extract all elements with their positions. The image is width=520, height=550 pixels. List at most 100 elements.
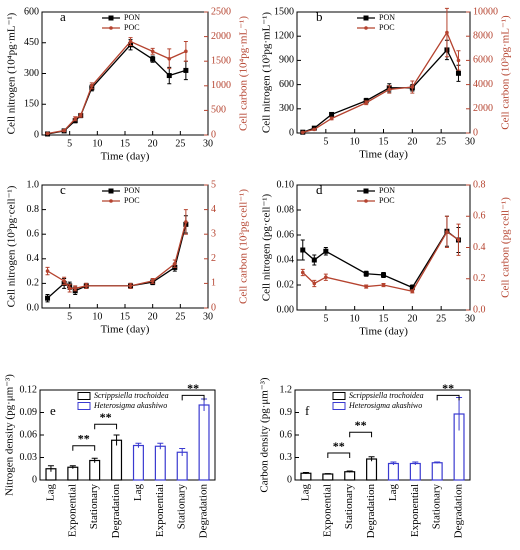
point [312, 281, 317, 286]
panel: e 0 0.03 0.06 0.09 0.12 Nitrogen density (pg·μ… [4, 374, 216, 538]
significance-bracket [72, 445, 96, 451]
x-tick-label: 10 [92, 138, 102, 149]
y-tick-label: 0.9 [280, 407, 293, 418]
legend-label: PON [124, 186, 140, 195]
x-tick-label: Lag [299, 484, 311, 502]
legend-marker [109, 26, 113, 30]
point [62, 279, 66, 283]
point [311, 257, 317, 263]
y-tick-label: 0.12 [20, 384, 38, 395]
legend-label: PON [379, 13, 395, 22]
legend-marker [108, 188, 114, 194]
x-axis-label: Time (day) [101, 151, 150, 163]
y2-tick-label: 0 [211, 302, 216, 313]
significance-bracket [181, 394, 205, 401]
point [364, 284, 369, 289]
point [329, 111, 335, 117]
y2-tick-label: 4 [211, 204, 216, 215]
legend-label: POC [379, 196, 395, 205]
series-line [302, 230, 459, 292]
significance-bracket [436, 394, 460, 401]
x-tick-label: Lag [387, 484, 399, 502]
y-tick-label: 0 [32, 474, 37, 485]
legend-label: PON [379, 186, 395, 195]
error-bar [434, 461, 441, 464]
point [150, 49, 155, 54]
y-tick-label: 600 [279, 79, 294, 90]
panel: c 0.0 0.2 0.4 0.6 0.8 1.0 Cell nitrogen (10³pg·… [6, 179, 250, 335]
y-tick-label: 0.03 [20, 452, 38, 463]
x-tick-label: 30 [465, 313, 475, 324]
point [73, 286, 77, 291]
legend-marker [109, 199, 113, 203]
y-tick-label: 0.06 [20, 429, 38, 440]
x-tick-label: 15 [379, 313, 389, 324]
point [300, 130, 305, 135]
x-tick-label: Exponential [409, 484, 421, 537]
point [300, 270, 305, 275]
y-tick-label: 450 [24, 37, 39, 48]
x-tick-label: 5 [67, 311, 72, 322]
y-tick-label: 0.0 [27, 302, 40, 313]
x-tick-label: 10 [350, 313, 360, 324]
point [364, 100, 369, 105]
legend-label: POC [124, 196, 140, 205]
y-tick-label: 1500 [274, 6, 294, 17]
point [456, 58, 461, 63]
point [410, 289, 415, 294]
error-bar [47, 465, 54, 472]
error-bar [179, 448, 186, 456]
legend-marker [363, 188, 369, 194]
y2-tick-label: 0.4 [473, 242, 486, 253]
y2-axis-label: Cell carbon (10³pg·cell⁻¹) [238, 189, 250, 304]
x-tick-label: 20 [407, 136, 417, 147]
point [73, 116, 77, 121]
point [312, 127, 317, 132]
x-tick-label: Exponential [321, 484, 333, 537]
bar [409, 462, 421, 481]
panel-letter: d [316, 182, 323, 197]
bar [366, 458, 378, 481]
point [67, 286, 72, 291]
significance-label: ** [355, 418, 367, 432]
x-axis-label: Time (day) [101, 324, 150, 336]
y-tick-label: 0.2 [27, 278, 40, 289]
significance-label: ** [78, 432, 90, 446]
point [183, 67, 189, 73]
point [381, 272, 386, 278]
panel: f 0 0.3 0.6 0.9 1.2 Carbon density (pg·μm⁻³) La… [259, 377, 471, 538]
legend-label: Heterosigma akashiwo [348, 401, 422, 410]
bar [111, 439, 123, 481]
point [128, 39, 133, 44]
point [128, 284, 133, 288]
y2-tick-label: 0.0 [473, 304, 486, 315]
legend-marker [108, 15, 114, 21]
bar [322, 473, 334, 481]
point [300, 247, 306, 253]
point [45, 295, 51, 301]
y-tick-label: 0 [34, 129, 39, 140]
x-tick-label: 5 [323, 136, 328, 147]
x-tick-label: 20 [148, 138, 158, 149]
point [363, 271, 369, 277]
error-bar [113, 434, 120, 446]
y-tick-label: 0 [289, 127, 294, 138]
x-tick-label: 15 [379, 136, 389, 147]
y-axis-label: Cell nitrogen (10⁴pg·mL⁻¹) [6, 12, 18, 134]
y2-tick-label: 0 [473, 127, 478, 138]
x-tick-label: 10 [92, 311, 102, 322]
panel-letter: c [60, 182, 66, 197]
panel-letter: e [50, 403, 56, 418]
y-tick-label: 600 [24, 6, 39, 17]
legend-label: Scrippsiella trochoidea [349, 391, 424, 400]
x-tick-label: 5 [67, 138, 72, 149]
y2-tick-label: 2 [211, 253, 216, 264]
y-tick-label: 0.8 [27, 204, 40, 215]
x-tick-label: 15 [120, 311, 130, 322]
x-tick-label: 25 [175, 311, 185, 322]
x-tick-label: 25 [175, 138, 185, 149]
panel-letter: a [60, 9, 66, 24]
legend-label: Scrippsiella trochoidea [94, 391, 169, 400]
y-tick-label: 0.4 [27, 253, 40, 264]
